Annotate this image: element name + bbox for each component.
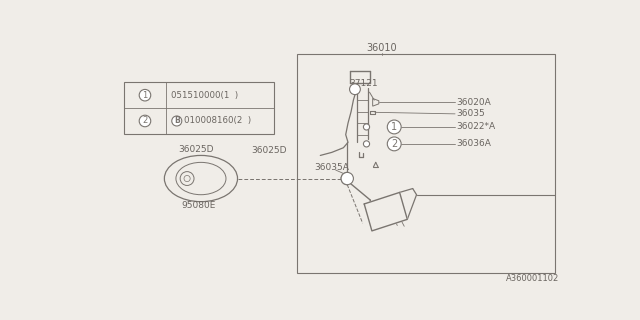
Text: 95080E: 95080E [182, 201, 216, 210]
Text: A360001102: A360001102 [506, 274, 559, 283]
Circle shape [364, 124, 369, 130]
Circle shape [387, 120, 401, 134]
Bar [297, 54, 555, 273]
Text: 051510000(1  ): 051510000(1 ) [171, 91, 237, 100]
Ellipse shape [176, 162, 226, 195]
Text: 2: 2 [391, 139, 397, 149]
Circle shape [180, 172, 194, 186]
Text: 36035: 36035 [456, 109, 485, 118]
Text: 36022*A: 36022*A [456, 123, 496, 132]
Text: 36036A: 36036A [456, 140, 492, 148]
Circle shape [387, 137, 401, 151]
Bar [124, 82, 274, 134]
Circle shape [364, 141, 369, 147]
Circle shape [341, 172, 353, 185]
Text: 1: 1 [391, 122, 397, 132]
Text: 36035A: 36035A [314, 163, 349, 172]
Text: B: B [174, 116, 180, 125]
Circle shape [184, 175, 190, 182]
Ellipse shape [164, 156, 237, 202]
Text: 36025D: 36025D [178, 145, 213, 154]
Circle shape [172, 116, 182, 126]
Text: 2: 2 [142, 116, 148, 125]
Circle shape [139, 115, 151, 127]
Text: 36020A: 36020A [456, 98, 492, 107]
Text: 010008160(2  ): 010008160(2 ) [184, 116, 252, 125]
Polygon shape [364, 192, 407, 231]
Text: 37121: 37121 [349, 78, 378, 88]
Circle shape [349, 84, 360, 95]
Text: 36010: 36010 [367, 44, 397, 53]
Text: 36025D: 36025D [251, 146, 287, 155]
Circle shape [139, 89, 151, 101]
Text: 1: 1 [142, 91, 148, 100]
